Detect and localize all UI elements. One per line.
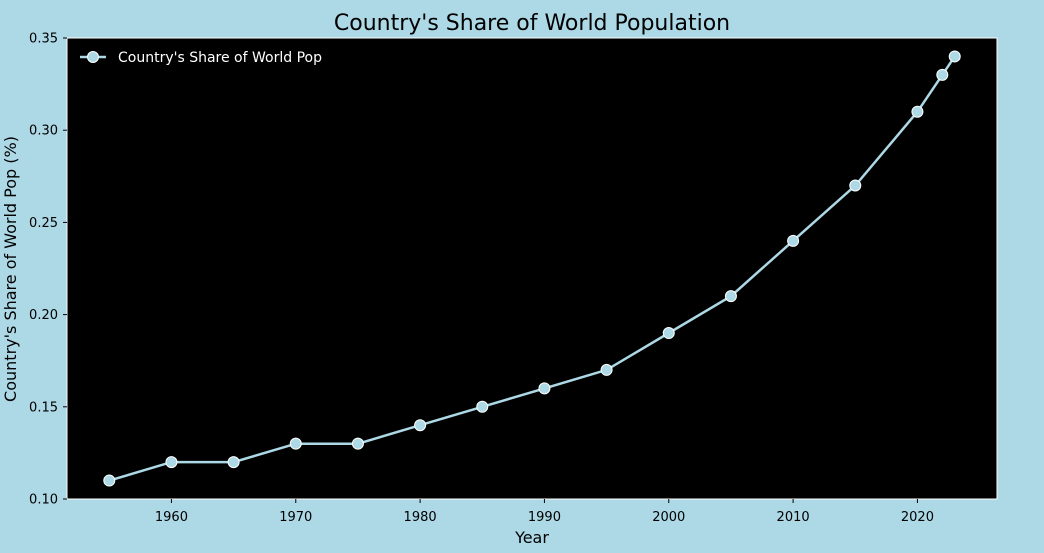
y-tick-label: 0.25 xyxy=(29,216,58,231)
x-tick-label: 2010 xyxy=(777,510,810,525)
y-tick-label: 0.30 xyxy=(29,124,58,139)
y-tick-label: 0.20 xyxy=(29,308,58,323)
data-point xyxy=(849,179,862,192)
data-point xyxy=(227,456,240,469)
series-line xyxy=(108,55,956,482)
legend: Country's Share of World Pop xyxy=(80,50,322,66)
data-points xyxy=(103,50,961,487)
data-point xyxy=(600,363,613,376)
x-tick-label: 1980 xyxy=(404,510,437,525)
data-point xyxy=(289,437,302,450)
x-tick-label: 1960 xyxy=(155,510,188,525)
y-axis: 0.10 0.15 0.20 0.25 0.30 0.35 xyxy=(29,32,67,508)
data-point xyxy=(948,50,961,63)
data-point xyxy=(911,105,924,118)
y-axis-label: Country's Share of World Pop (%) xyxy=(1,136,20,402)
legend-marker-swatch xyxy=(87,51,99,63)
data-point xyxy=(476,400,489,413)
data-point xyxy=(538,382,551,395)
x-tick-label: 1970 xyxy=(279,510,312,525)
x-axis: 1960 1970 1980 1990 2000 2010 2020 xyxy=(155,499,934,525)
data-point xyxy=(724,290,737,303)
x-tick-label: 2020 xyxy=(901,510,934,525)
y-tick-label: 0.35 xyxy=(29,32,58,47)
data-point xyxy=(103,474,116,487)
data-point xyxy=(787,234,800,247)
plot-area xyxy=(66,37,998,500)
data-point xyxy=(414,419,427,432)
chart-title: Country's Share of World Population xyxy=(334,11,730,36)
y-tick-label: 0.10 xyxy=(29,493,58,508)
data-point xyxy=(936,68,949,81)
legend-label: Country's Share of World Pop xyxy=(118,50,322,66)
x-tick-label: 2000 xyxy=(652,510,685,525)
x-tick-label: 1990 xyxy=(528,510,561,525)
data-point xyxy=(351,437,364,450)
data-point xyxy=(165,456,178,469)
y-tick-label: 0.15 xyxy=(29,400,58,415)
data-point xyxy=(662,327,675,340)
x-axis-label: Year xyxy=(514,528,549,547)
